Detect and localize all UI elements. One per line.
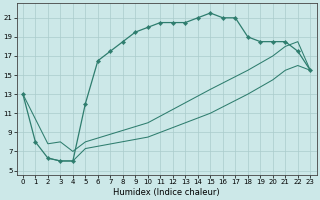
X-axis label: Humidex (Indice chaleur): Humidex (Indice chaleur)	[113, 188, 220, 197]
